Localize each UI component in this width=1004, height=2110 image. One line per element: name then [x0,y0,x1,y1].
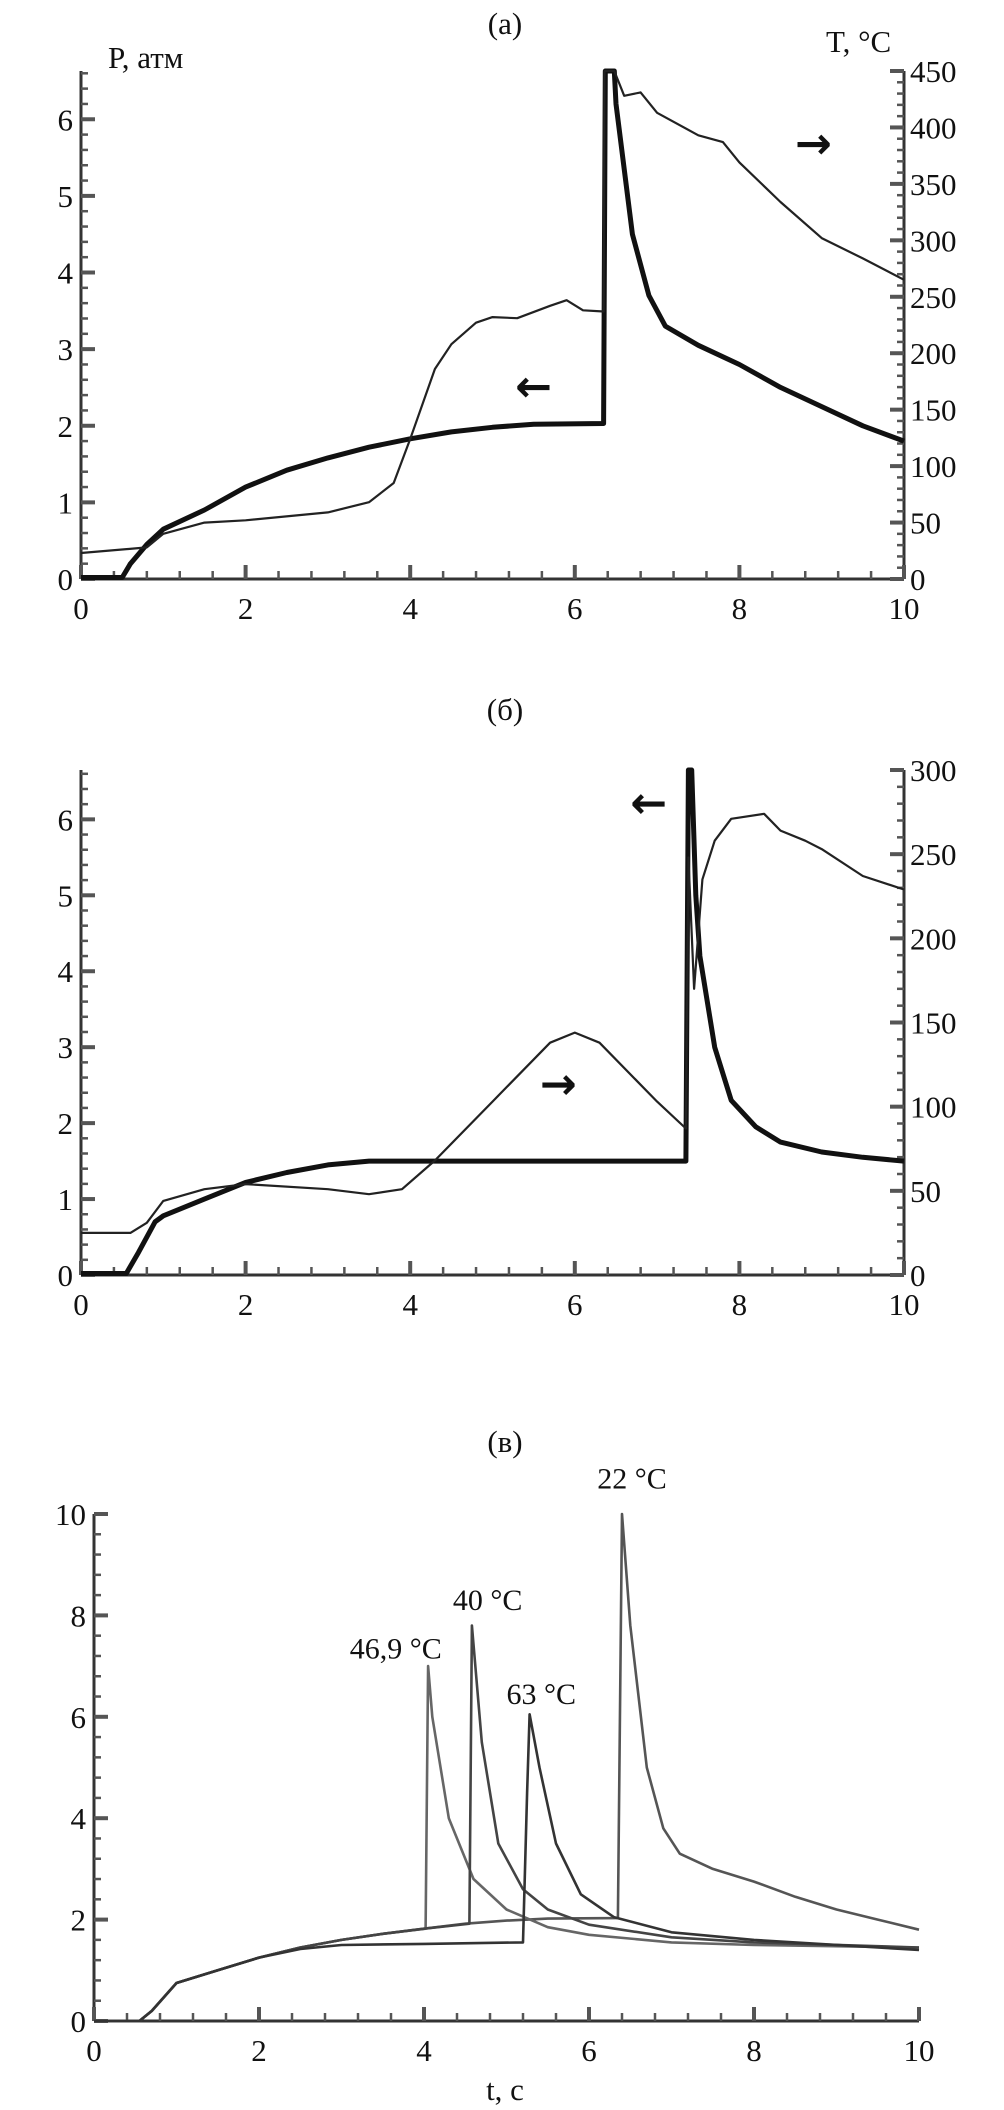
y-left-tick-label: 2 [58,409,74,444]
arrow-left-annotation: ← [630,778,667,829]
x-tick-label: 0 [86,2033,102,2068]
x-tick-label: 10 [889,591,920,626]
chart-panel-0: (a)P, атм T, °C0 2 4 6 8 100123456050100150200… [58,6,957,626]
y-left-tick-label: 5 [58,179,74,214]
y-left-tick-label: 0 [71,2004,87,2039]
y-left-tick-label: 2 [58,1106,74,1141]
x-tick-label: 0 [73,1287,89,1322]
x-tick-label: 6 [567,591,583,626]
y-right-tick-label: 100 [910,1090,957,1125]
y-left-tick-label: 6 [71,1700,87,1735]
y-right-tick-label: 400 [910,110,957,145]
temperature-annotation: 63 °C [507,1678,577,1711]
series-line-1 [81,812,905,1234]
y-right-tick-label: 300 [910,753,957,788]
y-right-tick-label: 450 [910,54,957,89]
y-left-tick-label: 4 [58,954,74,989]
series-line-0 [81,767,905,1276]
x-tick-label: 6 [567,1287,583,1322]
x-tick-label: 4 [416,2033,432,2068]
y-left-tick-label: 0 [58,1258,74,1293]
x-tick-label: 10 [904,2033,935,2068]
y-left-tick-label: 3 [58,1030,74,1065]
x-tick-label: 2 [251,2033,267,2068]
series-line-1 [80,69,905,555]
chart-title: (б) [487,692,523,727]
temperature-annotation: 40 °C [453,1584,523,1617]
y-left-tick-label: 6 [58,802,74,837]
temperature-annotation: 22 °C [597,1463,667,1496]
y-right-tick-label: 350 [910,167,957,202]
y-left-tick-label: 2 [71,1903,87,1938]
y-left-tick-label: 4 [58,256,74,291]
y-left-tick-label: 8 [71,1598,87,1633]
y-axis-right-title: T, °C [826,24,891,59]
y-right-tick-label: 50 [910,506,941,541]
y-left-tick-label: 3 [58,332,74,367]
y-left-tick-label: 10 [55,1497,86,1532]
y-left-tick-label: 5 [58,878,74,913]
chart-title: (в) [487,1424,522,1459]
arrow-right-annotation: → [540,1059,577,1110]
y-right-tick-label: 300 [910,223,957,258]
x-tick-label: 10 [889,1287,920,1322]
x-tick-label: 4 [402,591,418,626]
y-right-tick-label: 0 [910,562,926,597]
x-tick-label: 6 [581,2033,597,2068]
y-left-tick-label: 0 [58,562,74,597]
series-line-0 [81,68,905,580]
x-tick-label: 8 [732,1287,748,1322]
series-line-3 [94,1713,920,2023]
chart-panel-2: (в) t, c 0 2 4 6 8 10 0 2 4 6 8 10 22 °C 40 °C 46,9 °C 63… [55,1424,935,2107]
y-right-tick-label: 200 [910,921,957,956]
x-tick-label: 0 [73,591,89,626]
chart-title: (a) [488,6,522,41]
y-left-tick-label: 1 [58,1182,74,1217]
y-axis-left-title: P, атм [108,40,183,75]
y-left-tick-label: 4 [71,1801,87,1836]
y-right-tick-label: 150 [910,393,957,428]
temperature-annotation: 46,9 °C [350,1632,442,1665]
x-tick-label: 2 [238,1287,254,1322]
y-right-tick-label: 200 [910,336,957,371]
y-right-tick-label: 250 [910,280,957,315]
series-line-1 [94,1664,920,2023]
y-right-tick-label: 150 [910,1006,957,1041]
y-left-tick-label: 6 [58,102,74,137]
y-right-tick-label: 50 [910,1174,941,1209]
y-right-tick-label: 250 [910,837,957,872]
x-tick-label: 8 [732,591,748,626]
y-left-tick-label: 1 [58,485,74,520]
x-tick-label: 2 [238,591,254,626]
x-tick-label: 8 [746,2033,762,2068]
x-tick-label: 4 [402,1287,418,1322]
arrow-left-annotation: ← [515,361,552,412]
x-axis-title: t, c [486,2072,524,2107]
y-right-tick-label: 0 [910,1258,926,1293]
y-right-tick-label: 100 [910,449,957,484]
arrow-right-annotation: → [795,118,832,169]
